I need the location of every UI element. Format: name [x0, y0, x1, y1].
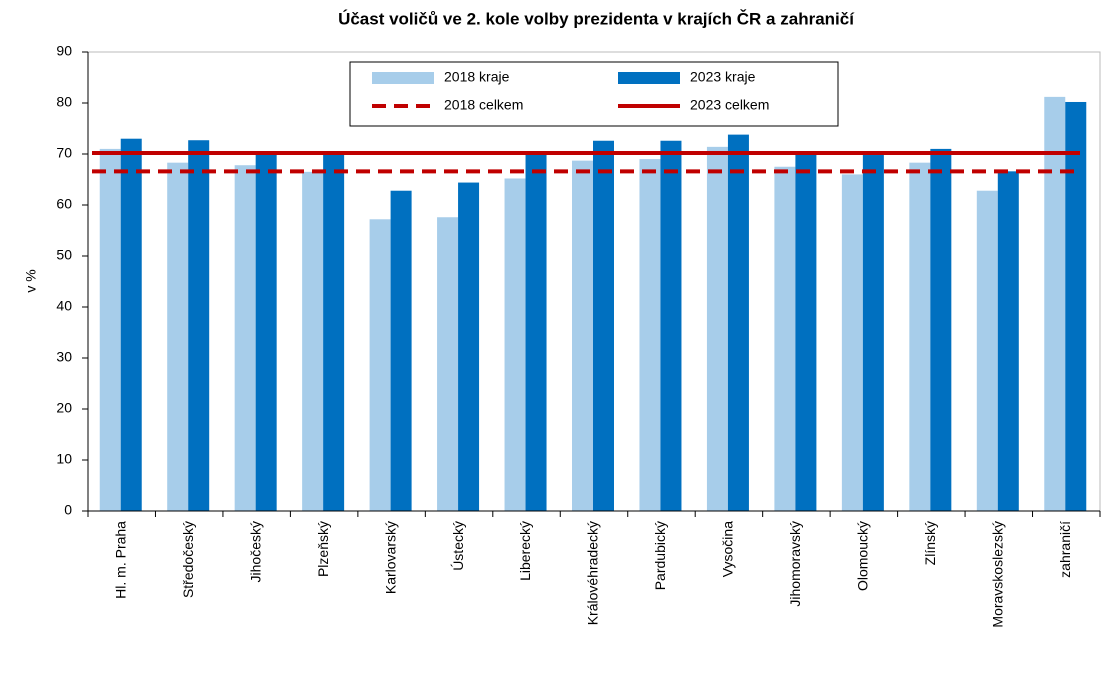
bar — [660, 140, 682, 512]
bar — [593, 140, 614, 512]
y-tick-label: 50 — [56, 247, 72, 263]
bar — [862, 155, 884, 511]
x-tick-label: Olomoucký — [855, 521, 871, 591]
y-tick-label: 30 — [56, 349, 72, 365]
x-tick-label: Karlovarský — [382, 521, 398, 594]
legend-swatch — [372, 72, 434, 84]
bar — [774, 166, 796, 511]
bar — [706, 146, 728, 512]
legend-box — [349, 61, 839, 127]
x-tick-label: Jihomoravský — [787, 521, 803, 607]
y-tick-label: 90 — [56, 43, 72, 59]
bar — [188, 140, 210, 512]
bar — [234, 165, 256, 511]
chart-title: Účast voličů ve 2. kole volby prezidenta… — [338, 9, 855, 28]
legend-label: 2018 kraje — [444, 69, 510, 85]
y-axis-label: v % — [23, 269, 39, 292]
x-tick-label: Hl. m. Praha — [112, 521, 128, 599]
bar — [727, 134, 749, 511]
legend-label: 2023 kraje — [690, 69, 756, 85]
y-tick-label: 70 — [56, 145, 72, 161]
x-tick-label: Jihočeský — [247, 521, 263, 582]
y-tick-label: 80 — [56, 94, 72, 110]
bar — [390, 190, 412, 511]
bar — [458, 182, 480, 511]
bar — [1065, 101, 1087, 511]
y-tick-label: 60 — [56, 196, 72, 212]
x-tick-label: Ústecký — [450, 521, 466, 571]
x-tick-label: Plzeňský — [315, 521, 331, 577]
y-tick-label: 0 — [64, 502, 72, 518]
bar — [976, 190, 998, 511]
bar — [909, 162, 931, 512]
y-tick-label: 40 — [56, 298, 72, 314]
legend-swatch — [618, 72, 680, 84]
x-tick-label: Moravskoslezský — [990, 521, 1006, 628]
x-tick-label: Liberecký — [517, 521, 533, 581]
bar — [437, 217, 459, 512]
bar — [167, 162, 189, 512]
bar — [323, 154, 345, 511]
x-tick-label: Vysočina — [720, 521, 736, 578]
x-tick-label: zahraničí — [1057, 521, 1073, 578]
bar — [1044, 96, 1066, 511]
bar — [369, 219, 391, 511]
bar — [99, 148, 121, 511]
legend-label: 2018 celkem — [444, 97, 523, 113]
bar — [841, 174, 863, 511]
bar — [572, 160, 593, 511]
y-tick-label: 20 — [56, 400, 72, 416]
bar — [997, 171, 1019, 511]
x-tick-label: Zlínský — [922, 521, 938, 565]
bar — [930, 148, 952, 511]
x-tick-label: Středočeský — [180, 521, 196, 598]
bar — [525, 153, 547, 512]
legend-label: 2023 celkem — [690, 97, 769, 113]
x-tick-label: Královéhradecký — [585, 521, 601, 625]
bar — [120, 138, 142, 511]
bar — [255, 152, 277, 511]
bar — [795, 154, 817, 511]
x-tick-label: Pardubický — [652, 521, 668, 590]
bar — [302, 171, 324, 511]
bar — [639, 159, 661, 511]
bar — [504, 178, 526, 512]
y-tick-label: 10 — [56, 451, 72, 467]
